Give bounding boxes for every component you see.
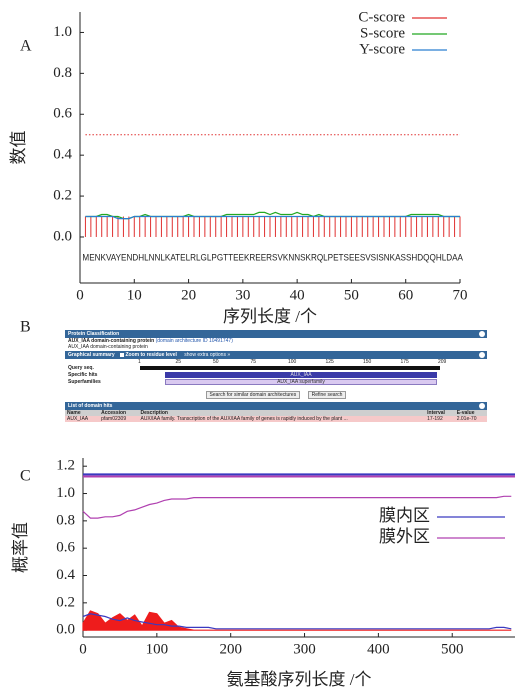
- architecture-link[interactable]: (domain architecture ID 10491747): [156, 338, 233, 344]
- section-header: Protein Classification: [65, 330, 487, 338]
- x-tick-label: 400: [367, 641, 390, 657]
- y-tick-label: 0.8: [53, 65, 72, 81]
- legend-label: 膜内区: [379, 506, 430, 525]
- legend-label: S-score: [360, 25, 405, 41]
- x-tick-label: 0: [79, 641, 87, 657]
- y-tick-label: 0.6: [53, 106, 72, 122]
- cell: AUX_IAA: [65, 416, 99, 422]
- header-text: List of domain hits: [68, 403, 112, 409]
- x-tick-label: 40: [290, 287, 305, 303]
- line: [85, 212, 460, 218]
- section-header: Graphical summary Zoom to residue level …: [65, 351, 487, 359]
- cell: AUX/IAA family. Transcription of the AUX…: [138, 416, 425, 422]
- y-tick-label: 1.0: [53, 24, 72, 40]
- y-tick-label: 0.0: [53, 228, 72, 244]
- row-label: Superfamilies: [68, 379, 101, 386]
- checkbox[interactable]: [120, 353, 124, 357]
- cdd-screenshot: Protein Classification AUX_IAA domain-co…: [65, 330, 487, 448]
- specific-hit[interactable]: AUX_IAA: [165, 372, 437, 378]
- y-tick-label: 0.4: [53, 147, 72, 163]
- cell: 2.01e-70: [455, 416, 487, 422]
- x-tick-label: 10: [127, 287, 142, 303]
- x-axis-label: 序列长度 /个: [223, 307, 317, 326]
- legend-label: 膜外区: [379, 527, 430, 546]
- y-axis-label: 数值: [9, 131, 28, 165]
- y-axis-label: 概率值: [11, 522, 30, 573]
- y-tick-label: 0.6: [56, 540, 75, 556]
- subtitle: AUX_IAA domain-containing protein: [68, 344, 148, 350]
- y-tick-label: 0.4: [56, 567, 75, 583]
- y-tick-label: 1.2: [56, 458, 75, 474]
- panel-label: A: [20, 38, 32, 55]
- section-header: List of domain hits: [65, 402, 487, 410]
- sequence: MENKVAYENDHLNNLKATELRLGLPGTTEEKREERSVKNN…: [82, 252, 463, 262]
- button-row: Search for similar domain architectures …: [65, 391, 487, 399]
- x-tick-label: 60: [398, 287, 413, 303]
- button[interactable]: Refine search: [308, 391, 347, 399]
- line: [83, 496, 511, 518]
- line: [85, 217, 460, 219]
- button[interactable]: Search for similar domain architectures: [206, 391, 301, 399]
- y-tick-label: 0.2: [56, 594, 75, 610]
- x-tick-label: 50: [344, 287, 359, 303]
- graph-row: Specific hits AUX_IAA: [65, 372, 487, 379]
- x-tick-label: 70: [453, 287, 468, 303]
- query-bar: [140, 366, 440, 370]
- panel-label: B: [20, 319, 31, 336]
- x-tick-label: 300: [293, 641, 316, 657]
- superfamily-bar[interactable]: AUX_IAA superfamily: [165, 379, 437, 385]
- panel-label: C: [20, 468, 31, 485]
- header-text: Graphical summary: [68, 352, 115, 358]
- x-tick-label: 0: [76, 287, 84, 303]
- x-tick-label: 30: [235, 287, 250, 303]
- graph-row: Superfamilies AUX_IAA superfamily: [65, 379, 487, 386]
- legend-label: Y-score: [359, 41, 405, 57]
- y-tick-label: 1.0: [56, 485, 75, 501]
- x-tick-label: 500: [441, 641, 464, 657]
- legend-label: C-score: [358, 9, 405, 25]
- graph-row: Query seq.: [65, 365, 487, 372]
- figure: B A 0.0 0.2 0.4 0.6 0.8 1.0 0 10 20 30 40 50 60 70 数值序列长…: [0, 0, 519, 694]
- x-tick-label: 20: [181, 287, 196, 303]
- y-tick-label: 0.8: [56, 512, 75, 528]
- zoom-label[interactable]: Zoom to residue level: [125, 352, 176, 358]
- options-link[interactable]: show extra options »: [184, 352, 230, 358]
- cell: pfam02309: [99, 416, 138, 422]
- row-label: Query seq.: [68, 365, 94, 372]
- y-tick-label: 0.0: [56, 622, 75, 638]
- row-label: Specific hits: [68, 372, 97, 379]
- x-axis-label: 氨基酸序列长度 /个: [227, 670, 372, 689]
- area: [83, 611, 511, 630]
- x-tick-label: 200: [219, 641, 242, 657]
- header-text: Protein Classification: [68, 331, 119, 337]
- cell: 17-192: [425, 416, 455, 422]
- x-tick-label: 100: [146, 641, 169, 657]
- y-tick-label: 0.2: [53, 188, 72, 204]
- text-line: AUX_IAA domain-containing protein: [65, 344, 487, 350]
